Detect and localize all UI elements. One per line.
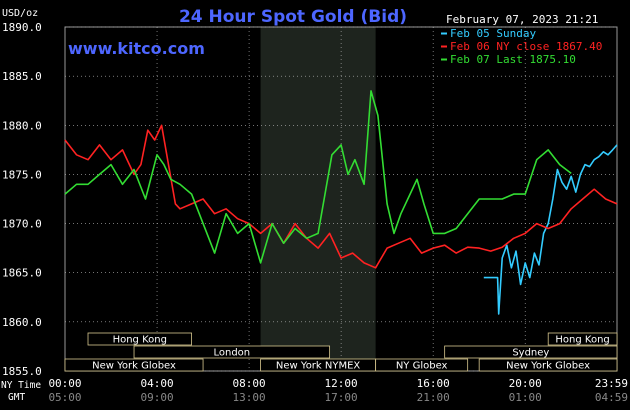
gmt-row-label: GMT (8, 392, 25, 403)
y-tick-label: 1870.0 (2, 218, 42, 231)
chart-title: 24 Hour Spot Gold (Bid) (179, 7, 407, 27)
x-tick-label-gmt: 01:00 (509, 391, 542, 404)
y-tick-label: 1860.0 (2, 316, 42, 329)
series-line-1 (64, 124, 618, 269)
y-tick-label: 1855.0 (2, 365, 42, 378)
x-tick-label-gmt: 09:00 (140, 391, 173, 404)
legend-entry: Feb 06 NY close 1867.40 (450, 40, 602, 53)
x-tick-label-ny: 04:00 (140, 377, 173, 390)
session-bar (87, 332, 192, 346)
session-label: Hong Kong (113, 335, 167, 346)
x-tick-label-gmt: 13:00 (233, 391, 266, 404)
session-label: London (213, 348, 250, 359)
session-bar (444, 345, 618, 359)
session-label: Sydney (512, 348, 549, 359)
session-bar (133, 345, 331, 359)
x-tick-label-gmt: 21:00 (417, 391, 450, 404)
x-tick-label-gmt: 05:00 (48, 391, 81, 404)
nymex-highlight (260, 27, 376, 371)
x-tick-label-ny: 12:00 (325, 377, 358, 390)
x-tick-label-ny: 23:59 (595, 377, 628, 390)
y-tick-label: 1875.0 (2, 168, 42, 181)
x-tick-label-ny: 08:00 (233, 377, 266, 390)
session-label: Hong Kong (555, 335, 609, 346)
y-tick-label: 1885.0 (2, 70, 42, 83)
series-line-0 (483, 144, 618, 315)
session-bar (375, 358, 469, 372)
session-label: New York NYMEX (276, 361, 361, 372)
y-tick-label: 1890.0 (2, 21, 42, 34)
series-line-2 (64, 90, 572, 264)
y-unit-label: USD/oz (2, 8, 38, 19)
timestamp: February 07, 2023 21:21 (446, 13, 598, 26)
x-tick-label-gmt: 04:59 (595, 391, 628, 404)
website-label: www.kitco.com (68, 39, 205, 58)
y-tick-label: 1865.0 (2, 267, 42, 280)
x-tick-label-ny: 20:00 (509, 377, 542, 390)
session-bar (64, 358, 204, 372)
legend-entry: Feb 05 Sunday (450, 27, 536, 40)
y-tick-label: 1880.0 (2, 119, 42, 132)
session-bar (547, 332, 618, 346)
session-label: NY Globex (396, 361, 448, 372)
session-label: New York Globex (92, 361, 176, 372)
legend-entry: Feb 07 Last 1875.10 (450, 53, 576, 66)
x-tick-label-ny: 16:00 (417, 377, 450, 390)
session-bar (478, 358, 618, 372)
ny-time-row-label: NY Time (1, 380, 41, 391)
session-label: New York Globex (506, 361, 590, 372)
x-tick-label-gmt: 17:00 (325, 391, 358, 404)
x-tick-label-ny: 00:00 (48, 377, 81, 390)
